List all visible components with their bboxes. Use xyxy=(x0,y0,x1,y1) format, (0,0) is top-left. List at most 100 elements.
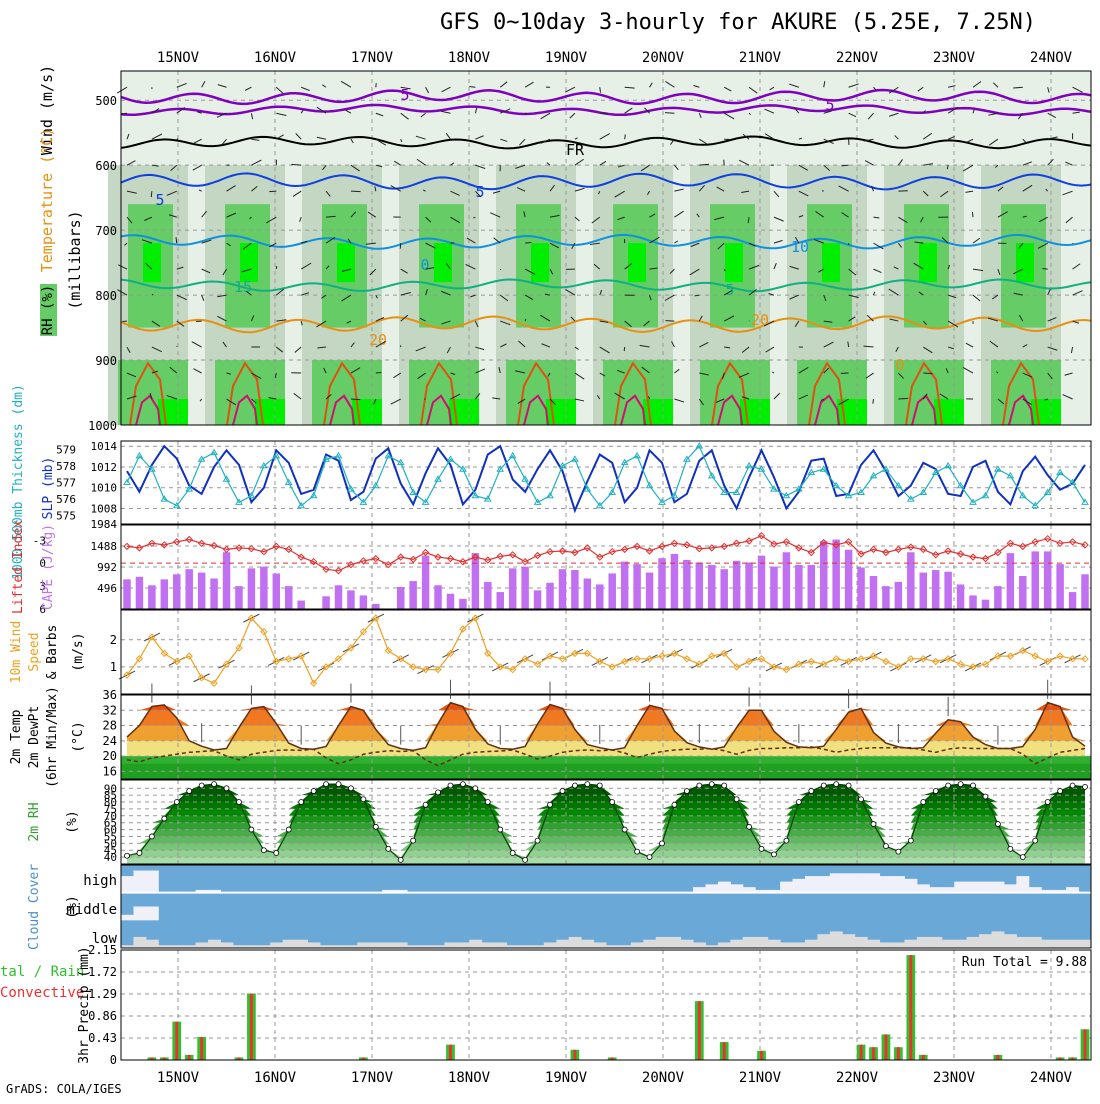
temp-ylabel-a: 2m Temp xyxy=(9,709,24,764)
cape-bar xyxy=(683,560,690,609)
date-label-top: 21NOV xyxy=(739,50,782,66)
wind-barb xyxy=(625,135,626,140)
precip-convective-bar xyxy=(897,1047,900,1060)
rh-point xyxy=(398,857,403,862)
wind-barb xyxy=(525,319,526,321)
slp-tick: 1012 xyxy=(91,461,118,474)
precip-convective-bar xyxy=(760,1051,763,1060)
wind-barb xyxy=(873,399,874,404)
cape-bar xyxy=(1032,551,1039,609)
rh-blob-bright xyxy=(531,243,549,282)
wind-barb xyxy=(376,372,382,373)
rh-point xyxy=(597,783,602,788)
cape-bar xyxy=(148,585,155,609)
thickness-tick: 575 xyxy=(56,510,76,523)
precip-tick: 1.29 xyxy=(88,987,117,1001)
rh-point xyxy=(610,800,615,805)
rh-point xyxy=(448,783,453,788)
cape-bar xyxy=(185,569,192,609)
temp-fill-top xyxy=(127,703,1085,711)
date-label-top: 23NOV xyxy=(933,50,976,66)
cape-bar xyxy=(534,590,541,609)
cloud-low-block xyxy=(1041,940,1054,948)
rh-point xyxy=(1058,789,1063,794)
wind-ylabel-b: Speed xyxy=(27,632,42,671)
precip-tick: 0 xyxy=(110,1053,117,1067)
cape-bar xyxy=(596,584,603,609)
cape-bar xyxy=(360,595,367,609)
cape-bar xyxy=(608,573,615,609)
cloud-low-block xyxy=(444,942,457,948)
rh-point xyxy=(908,838,913,843)
cloud-high-block xyxy=(867,873,880,892)
cloud-low-block xyxy=(308,942,321,948)
rh-point xyxy=(473,786,478,791)
precip-ylabel-b: Convective xyxy=(0,985,84,1001)
contour-label: 10 xyxy=(791,238,809,256)
date-label-top: 16NOV xyxy=(254,50,297,66)
cloud-low-block xyxy=(1029,937,1042,948)
temp-tick: 20 xyxy=(103,749,117,763)
cloud-background xyxy=(121,865,1091,948)
cape-bar xyxy=(509,568,516,609)
rh-point xyxy=(336,782,341,787)
thickness-tick: 578 xyxy=(56,460,76,473)
precip-convective-bar xyxy=(884,1034,887,1060)
rh-point xyxy=(199,783,204,788)
cape-bar xyxy=(123,579,130,609)
thickness-tick: 576 xyxy=(56,493,76,506)
rh-point xyxy=(174,800,179,805)
cloud-low-block xyxy=(842,934,855,948)
wind-barb xyxy=(923,373,932,374)
cloud-low-block xyxy=(755,937,768,948)
cloud-low-block xyxy=(1066,940,1079,948)
cape-bar xyxy=(297,601,304,609)
cloud-middle-block xyxy=(146,907,159,921)
precip-convective-bar xyxy=(922,1055,925,1060)
cape-bar xyxy=(136,577,143,609)
temp-tick: 28 xyxy=(103,719,117,733)
cape-bar xyxy=(944,572,951,609)
cloud-ylabel-unit: (%) xyxy=(65,895,80,918)
cape-bar xyxy=(957,584,964,609)
temp-ylabel-b: 2m DewPt xyxy=(27,706,42,769)
rh-blob-bright xyxy=(822,243,840,282)
date-label-top: 17NOV xyxy=(351,50,394,66)
rh-point xyxy=(324,782,329,787)
cloud-high-block xyxy=(855,873,868,892)
cape-bar xyxy=(571,570,578,609)
rh-point xyxy=(771,852,776,857)
cloud-low-block xyxy=(904,940,917,948)
cloud-low-block xyxy=(693,942,706,948)
precip-ylabel-a: tal / Rain xyxy=(0,964,84,980)
date-label-bottom: 15NOV xyxy=(157,1070,200,1086)
cape-bar xyxy=(198,573,205,609)
rh-point xyxy=(722,783,727,788)
cloud-high-block xyxy=(805,876,818,893)
slp-tick: 1014 xyxy=(91,440,118,453)
cloud-high-block xyxy=(917,884,930,892)
cape-bar xyxy=(733,561,740,609)
rh-blob-bright xyxy=(337,243,355,282)
cape-bar xyxy=(322,596,329,609)
rh-ylabel-a: 2m RH xyxy=(27,802,42,841)
rh-point xyxy=(125,853,130,858)
cape-bar xyxy=(409,581,416,609)
cape-bar xyxy=(459,599,466,609)
cloud-high-block xyxy=(1016,876,1029,893)
contour-label: 0 xyxy=(420,256,429,274)
rh-point xyxy=(348,786,353,791)
rh-point xyxy=(523,857,528,862)
date-label-top: 20NOV xyxy=(642,50,685,66)
rh-point xyxy=(759,846,764,851)
cloud-low-block xyxy=(283,940,296,948)
cloud-low-block xyxy=(954,940,967,948)
cloud-low-block xyxy=(1004,934,1017,948)
rh-point xyxy=(647,855,652,860)
upper-y-tick: 700 xyxy=(95,224,117,238)
rh-point xyxy=(498,827,503,832)
cloud-low-block xyxy=(370,942,383,948)
cloud-low-block xyxy=(793,942,806,948)
cape-bar xyxy=(882,586,889,609)
